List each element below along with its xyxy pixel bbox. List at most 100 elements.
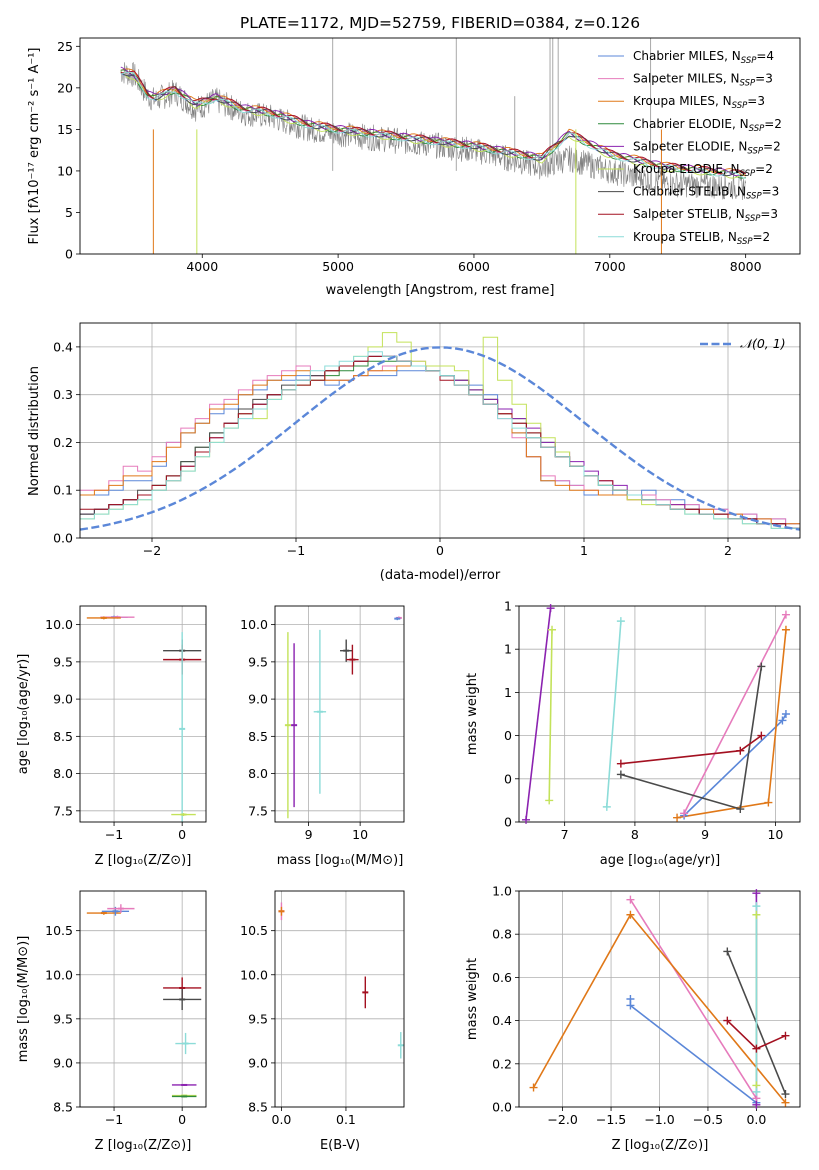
legend-label: Salpeter STELIB, NSSP=3 — [633, 207, 778, 224]
y-tick-label: 1 — [504, 642, 512, 657]
plus-marker — [548, 625, 557, 634]
axes-frame — [274, 605, 405, 823]
axes-3 — [271, 605, 405, 826]
legend-text: Kroupa STELIB, N — [633, 230, 737, 244]
plus-marker — [626, 895, 635, 904]
x-axis-label: Z [log₁₀(Z/Z⊙)] — [95, 853, 192, 868]
x-tick-label: 9 — [305, 827, 313, 842]
legend-value: =2 — [753, 230, 771, 244]
y-tick-label: 8.5 — [248, 1100, 268, 1115]
y-tick-label: 8.5 — [248, 729, 268, 744]
legend-label: Salpeter ELODIE, NSSP=2 — [633, 139, 781, 156]
axes-frame — [518, 605, 801, 823]
plus-marker — [781, 1031, 790, 1040]
plus-marker — [757, 731, 766, 740]
plus-marker — [752, 1100, 761, 1109]
weight-line — [525, 608, 552, 820]
histogram-series — [80, 351, 800, 529]
x-tick-label: 8000 — [730, 259, 762, 274]
y-tick-label: 0.8 — [492, 927, 512, 942]
x-tick-label: 10 — [767, 827, 783, 842]
legend-label: 𝒩(0, 1) — [740, 336, 786, 351]
x-axis-label: (data-model)/error — [380, 568, 501, 583]
y-tick-label: 10.0 — [45, 617, 73, 632]
plus-marker — [723, 947, 732, 956]
x-tick-label: 0.1 — [336, 1112, 356, 1127]
observed-spectrum — [120, 61, 746, 201]
plus-marker — [522, 815, 531, 824]
model-curve — [120, 71, 746, 180]
axes-6 — [271, 890, 405, 1111]
plus-marker — [545, 796, 554, 805]
y-tick-label: 0 — [504, 728, 512, 743]
y-tick-label: 9.5 — [248, 1011, 268, 1026]
axes-5 — [76, 890, 207, 1111]
plus-marker — [757, 662, 766, 671]
histogram-lines — [80, 332, 800, 531]
legend-value: =3 — [747, 94, 765, 108]
legend-label: Salpeter MILES, NSSP=3 — [633, 72, 773, 89]
legend-subscript: SSP — [745, 214, 761, 224]
plus-marker — [736, 746, 745, 755]
legend-subscript: SSP — [740, 79, 756, 89]
x-tick-label: −0.5 — [693, 1112, 723, 1127]
y-tick-label: 25 — [57, 39, 73, 54]
weight-line — [629, 899, 758, 1099]
x-tick-label: 5000 — [322, 259, 354, 274]
model-curve — [120, 66, 746, 177]
y-tick-label: 0.0 — [492, 1100, 512, 1115]
legend-subscript: SSP — [737, 237, 753, 247]
y-tick-label: 0.3 — [53, 387, 73, 402]
legend-value: =3 — [755, 72, 773, 86]
x-tick-label: 9 — [701, 827, 709, 842]
axes-2 — [76, 605, 207, 826]
legend-value: =3 — [760, 207, 778, 221]
plus-marker — [616, 770, 625, 779]
legend-label: Chabrier MILES, NSSP=4 — [633, 49, 774, 66]
y-tick-label: 9.5 — [248, 654, 268, 669]
legend-text: Chabrier MILES, N — [633, 49, 741, 63]
y-tick-label: 9.0 — [248, 692, 268, 707]
legend-subscript: SSP — [749, 124, 765, 134]
y-tick-label: 10.0 — [240, 967, 268, 982]
spectrum-lines — [120, 38, 746, 254]
y-tick-label: 9.0 — [248, 1055, 268, 1070]
plus-marker — [736, 805, 745, 814]
model-curve — [120, 70, 746, 175]
x-tick-label: −2 — [143, 543, 161, 558]
plus-marker — [673, 813, 682, 822]
weight-line — [629, 999, 757, 1104]
errorbar-points — [86, 615, 202, 822]
x-tick-label: 8 — [631, 827, 639, 842]
errorbar-points — [278, 902, 404, 1059]
plus-marker — [626, 1001, 635, 1010]
y-tick-label: 10.5 — [240, 923, 268, 938]
gaussian-curve — [80, 346, 800, 531]
x-tick-label: −1 — [105, 827, 123, 842]
legend-label: Kroupa MILES, NSSP=3 — [633, 94, 765, 111]
chart-title: PLATE=1172, MJD=52759, FIBERID=0384, z=0… — [240, 14, 640, 32]
y-tick-label: 7.5 — [248, 803, 268, 818]
y-axis-label: mass weight — [465, 673, 480, 755]
x-tick-label: 7 — [561, 827, 569, 842]
legend-text: Salpeter STELIB, N — [633, 207, 745, 221]
y-tick-label: 8.5 — [53, 729, 73, 744]
y-tick-label: 0 — [504, 815, 512, 830]
y-tick-label: 20 — [57, 80, 73, 95]
weight-line — [606, 621, 622, 807]
legend-value: =2 — [755, 162, 773, 176]
x-axis-label: Z [log₁₀(Z/Z⊙)] — [612, 1138, 709, 1153]
legend-subscript: SSP — [747, 146, 763, 156]
legend-label: Kroupa ELODIE, NSSP=2 — [633, 162, 773, 179]
plus-marker — [781, 710, 790, 718]
y-tick-label: 0.6 — [492, 970, 512, 985]
plus-marker — [546, 604, 555, 613]
x-tick-label: −1 — [105, 1112, 123, 1127]
axes-4 — [515, 605, 801, 826]
plus-marker — [723, 1016, 732, 1025]
y-tick-label: 0 — [65, 247, 73, 262]
y-axis-label: mass [log₁₀(M/M⊙)] — [16, 936, 31, 1063]
x-axis-label: E(B-V) — [320, 1138, 360, 1153]
plus-marker — [778, 716, 787, 725]
